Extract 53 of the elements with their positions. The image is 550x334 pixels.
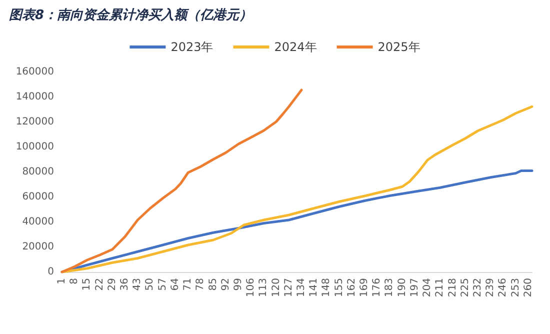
x-tick-label: 204 — [422, 278, 434, 298]
x-tick-label: 43 — [132, 278, 144, 291]
x-tick-label: 183 — [384, 278, 396, 298]
x-tick-label: 92 — [220, 278, 232, 291]
x-tick-label: 225 — [460, 278, 471, 298]
y-tick-label: 60000 — [22, 192, 54, 202]
x-tick-label: 211 — [434, 278, 446, 298]
x-tick-label: 50 — [144, 278, 156, 291]
x-tick-label: 155 — [334, 278, 345, 298]
y-tick-label: 40000 — [22, 216, 54, 228]
x-tick-label: 169 — [359, 278, 370, 298]
y-tick-label: 80000 — [22, 166, 54, 178]
legend-label: 2025年 — [378, 40, 420, 54]
x-tick-label: 120 — [270, 278, 282, 298]
line-series — [60, 105, 534, 274]
x-tick-label: 176 — [372, 278, 383, 298]
x-tick-label: 85 — [208, 278, 219, 291]
x-tick-label: 57 — [157, 278, 168, 291]
x-tick-label: 148 — [321, 278, 332, 298]
y-tick-label: 160000 — [16, 66, 54, 78]
y-tick-label: 120000 — [16, 116, 54, 128]
x-tick-label: 141 — [308, 278, 320, 298]
x-tick-label: 127 — [283, 278, 294, 298]
y-tick-label: 0 — [48, 266, 54, 278]
y-tick-label: 140000 — [16, 92, 54, 102]
x-tick-label: 71 — [182, 278, 194, 291]
x-tick-label: 190 — [396, 278, 408, 298]
x-tick-label: 246 — [498, 278, 509, 298]
x-tick-label: 113 — [258, 278, 270, 298]
x-tick-label: 218 — [447, 278, 458, 298]
x-tick-label: 260 — [522, 278, 534, 298]
x-tick-label: 232 — [472, 278, 484, 298]
x-tick-label: 36 — [120, 278, 131, 291]
x-tick-label: 8 — [69, 278, 80, 284]
x-tick-label: 99 — [232, 278, 244, 291]
x-tick-label: 162 — [346, 278, 358, 298]
x-tick-label: 29 — [106, 278, 118, 291]
x-tick-label: 22 — [94, 278, 106, 291]
y-tick-label: 100000 — [16, 142, 54, 152]
x-tick-label: 64 — [170, 278, 181, 291]
x-tick-label: 106 — [246, 278, 257, 298]
x-tick-label: 134 — [296, 278, 307, 298]
legend-label: 2024年 — [274, 40, 317, 54]
x-tick-label: 239 — [485, 278, 496, 298]
legend-label: 2023年 — [170, 40, 214, 54]
x-tick-label: 1 — [56, 278, 68, 284]
x-tick-label: 78 — [195, 278, 206, 291]
chart-title: 图表8：南向资金累计净买入额（亿港元） — [9, 7, 252, 23]
line-series — [60, 88, 303, 274]
y-tick-label: 20000 — [22, 242, 54, 252]
x-tick-label: 15 — [82, 278, 93, 291]
x-tick-label: 197 — [409, 278, 420, 298]
x-tick-label: 253 — [510, 278, 522, 298]
